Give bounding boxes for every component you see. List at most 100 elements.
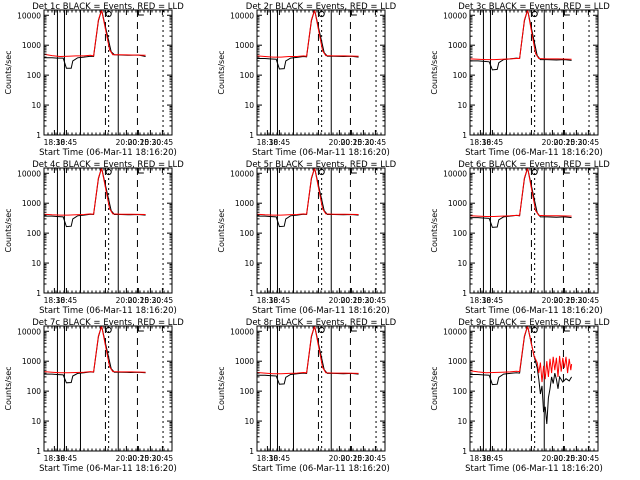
- y-tick-label: 100: [240, 71, 255, 80]
- y-tick-label: 10: [244, 259, 254, 268]
- chart-title: Det 5r BLACK = Events, RED = LLD: [246, 160, 397, 170]
- y-tick-label: 1: [462, 131, 467, 140]
- plot-frame: [43, 325, 173, 452]
- series-events-line: [470, 326, 573, 425]
- chart-panel: Det 8r BLACK = Events, RED = LLD 1 10 100 10…: [217, 318, 397, 474]
- y-tick-label: 10: [244, 417, 254, 426]
- x-tick-label: 18:45: [482, 296, 504, 305]
- x-tick-label: 20:15: [341, 454, 363, 463]
- y-tick-label: 1: [249, 289, 254, 298]
- y-axis-title: Counts/sec: [217, 208, 226, 252]
- x-tick-label: 20:30: [353, 138, 375, 147]
- x-tick-label: 20:45: [578, 454, 600, 463]
- y-tick-label: 1: [249, 131, 254, 140]
- series-lld-line: [44, 10, 146, 58]
- y-tick-label: 100: [27, 229, 42, 238]
- y-tick-label: 10000: [230, 327, 254, 336]
- y-tick-label: 100: [453, 387, 468, 396]
- chart-panel: Det 1c BLACK = Events, RED = LLD 1 10 100 10…: [4, 2, 184, 158]
- y-tick-label: 1000: [22, 357, 41, 366]
- series-lld-line: [257, 168, 359, 216]
- plot-area: [257, 168, 377, 293]
- x-tick-label: 20:15: [128, 454, 150, 463]
- x-tick-label: 18:30: [257, 296, 279, 305]
- y-tick-label: 1000: [448, 199, 467, 208]
- x-tick-label: 20:45: [152, 454, 174, 463]
- y-axis-title: Counts/sec: [4, 50, 13, 94]
- x-tick-label: 20:30: [140, 138, 162, 147]
- x-tick-label: 18:30: [44, 138, 66, 147]
- chart-panel: Det 3c BLACK = Events, RED = LLD 1 10 100 10…: [430, 2, 610, 158]
- x-tick-label: 18:45: [482, 454, 504, 463]
- x-tick-label: 18:45: [482, 138, 504, 147]
- x-tick-label: 18:45: [269, 296, 291, 305]
- y-tick-label: 100: [453, 229, 468, 238]
- x-tick-label: 18:45: [269, 454, 291, 463]
- event-marker-circle: [105, 10, 112, 18]
- x-tick-label: 20:30: [566, 454, 588, 463]
- series-lld-line: [257, 326, 359, 375]
- plot-frame: [469, 167, 599, 294]
- x-tick-label: 20:00: [542, 138, 564, 147]
- x-tick-label: 20:15: [341, 296, 363, 305]
- y-axis-title: Counts/sec: [217, 50, 226, 94]
- y-tick-label: 10000: [443, 327, 467, 336]
- x-axis-title: Start Time (06-Mar-11 18:16:20): [465, 306, 603, 316]
- x-tick-label: 18:30: [257, 454, 279, 463]
- y-tick-label: 1000: [448, 357, 467, 366]
- x-tick-label: 18:45: [269, 138, 291, 147]
- chart-title: Det 7c BLACK = Events, RED = LLD: [32, 318, 184, 328]
- y-tick-label: 100: [453, 71, 468, 80]
- y-axis-title: Counts/sec: [217, 366, 226, 410]
- y-tick-label: 10000: [443, 11, 467, 20]
- x-axis-title: Start Time (06-Mar-11 18:16:20): [39, 464, 177, 474]
- y-tick-label: 1000: [235, 357, 254, 366]
- x-tick-label: 20:45: [365, 454, 387, 463]
- y-tick-label: 10: [457, 259, 467, 268]
- plot-area: [257, 326, 377, 451]
- series-lld-line: [470, 10, 572, 61]
- plot-frame: [256, 325, 386, 452]
- x-tick-label: 20:00: [329, 138, 351, 147]
- series-lld-line: [44, 326, 146, 374]
- y-tick-label: 10: [457, 101, 467, 110]
- plot-area: [257, 10, 377, 135]
- x-tick-label: 20:00: [329, 454, 351, 463]
- y-tick-label: 10: [31, 417, 41, 426]
- chart-panel: Det 7c BLACK = Events, RED = LLD 1 10 100 10…: [4, 318, 184, 474]
- plot-frame: [469, 325, 599, 452]
- plot-area: [470, 10, 590, 135]
- x-tick-label: 18:30: [44, 296, 66, 305]
- series-events-line: [470, 168, 572, 228]
- x-tick-label: 20:45: [152, 296, 174, 305]
- x-tick-label: 18:30: [257, 138, 279, 147]
- x-tick-label: 18:30: [470, 296, 492, 305]
- y-tick-label: 1: [462, 289, 467, 298]
- x-tick-label: 20:30: [566, 138, 588, 147]
- x-tick-label: 18:30: [470, 454, 492, 463]
- x-tick-label: 20:15: [341, 138, 363, 147]
- y-tick-label: 100: [240, 387, 255, 396]
- x-tick-label: 20:15: [554, 138, 576, 147]
- y-axis-title: Counts/sec: [4, 366, 13, 410]
- event-marker-circle: [531, 10, 538, 18]
- series-lld-line: [44, 168, 146, 216]
- y-tick-label: 1000: [448, 41, 467, 50]
- x-tick-label: 20:30: [140, 454, 162, 463]
- series-lld-line: [470, 168, 572, 217]
- chart-panel: Det 9c BLACK = Events, RED = LLD 1 10 100 10…: [430, 318, 610, 474]
- y-tick-label: 10: [244, 101, 254, 110]
- y-tick-label: 10: [31, 259, 41, 268]
- plot-frame: [256, 9, 386, 136]
- y-tick-label: 10000: [443, 169, 467, 178]
- y-axis-title: Counts/sec: [430, 50, 439, 94]
- y-tick-label: 1000: [235, 41, 254, 50]
- y-tick-label: 10000: [230, 11, 254, 20]
- plot-frame: [256, 167, 386, 294]
- x-axis-title: Start Time (06-Mar-11 18:16:20): [465, 464, 603, 474]
- x-tick-label: 20:45: [152, 138, 174, 147]
- x-axis-title: Start Time (06-Mar-11 18:16:20): [39, 148, 177, 158]
- chart-title: Det 1c BLACK = Events, RED = LLD: [32, 2, 184, 12]
- x-tick-label: 18:45: [56, 138, 78, 147]
- series-lld-line: [257, 10, 359, 58]
